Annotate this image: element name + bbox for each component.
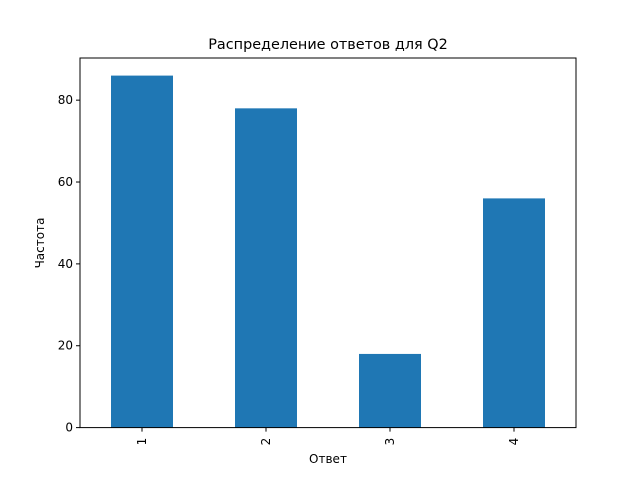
y-tick-label-80: 80 xyxy=(58,93,73,107)
y-tick-label-0: 0 xyxy=(65,421,73,435)
x-tick-label-3: 3 xyxy=(383,438,397,446)
x-axis: 1 2 3 4 xyxy=(135,427,521,446)
x-tick-label-4: 4 xyxy=(507,438,521,446)
x-tick-label-2: 2 xyxy=(259,438,273,446)
x-axis-label: Ответ xyxy=(309,452,347,466)
y-tick-label-60: 60 xyxy=(58,175,73,189)
x-tick-label-1: 1 xyxy=(135,438,149,446)
y-axis-label: Частота xyxy=(33,218,47,269)
plot-frame xyxy=(79,57,577,429)
y-axis: 0 20 40 60 80 xyxy=(58,93,80,435)
bar-2 xyxy=(235,108,297,428)
y-tick-label-40: 40 xyxy=(58,257,73,271)
y-tick-label-20: 20 xyxy=(58,339,73,353)
bar-3 xyxy=(359,353,421,428)
bar-1 xyxy=(111,75,173,428)
bars-layer xyxy=(111,75,545,428)
chart-title: Распределение ответов для Q2 xyxy=(208,37,447,53)
bar-4 xyxy=(483,198,545,428)
